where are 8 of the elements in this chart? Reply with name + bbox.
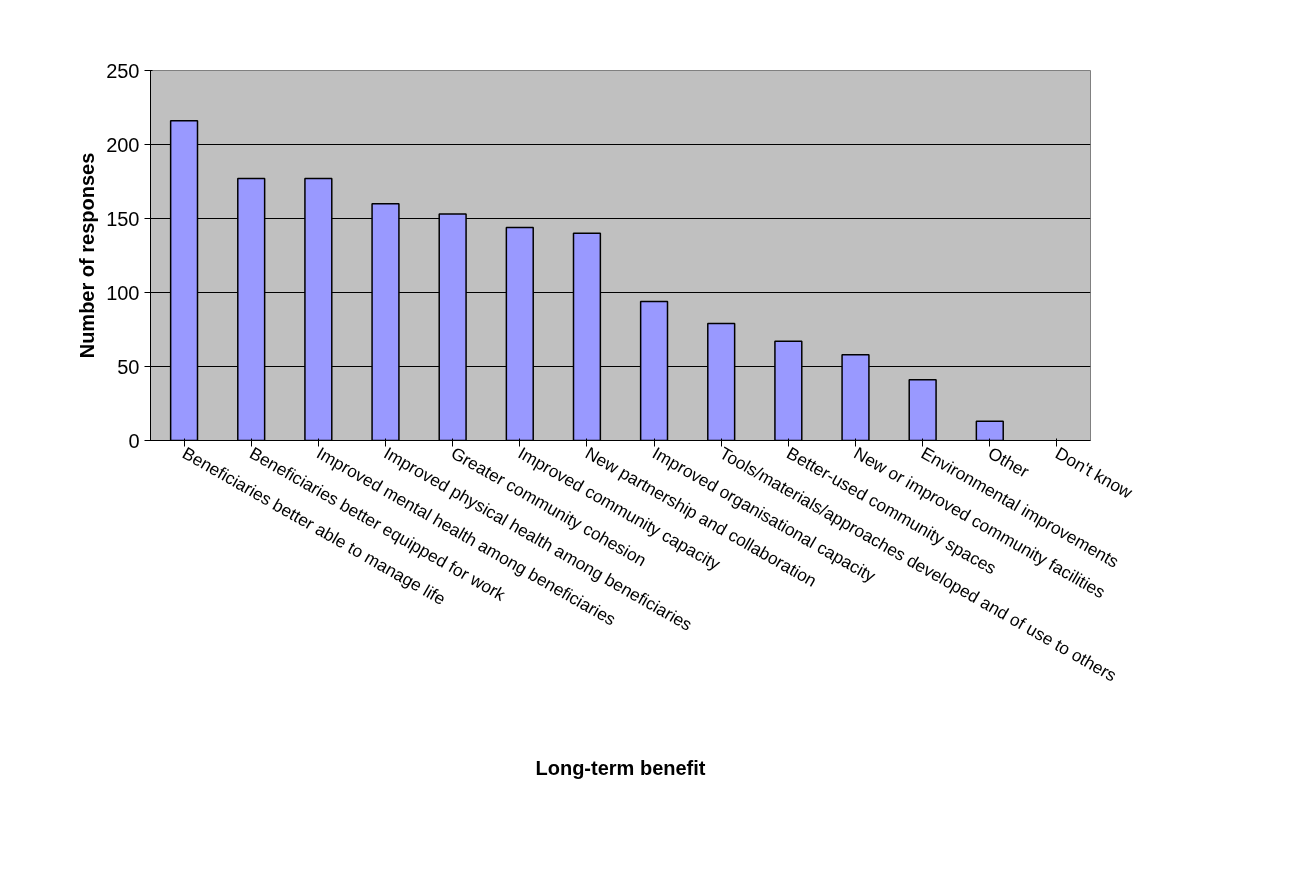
y-tick-label: 250 [106,59,140,82]
x-axis-title: Long-term benefit [535,757,706,780]
y-tick-label: 150 [106,207,140,230]
y-axis-title: Number of responses [76,152,99,359]
y-tick-label: 100 [106,281,140,304]
y-tick-label: 0 [128,429,140,452]
y-tick-label: 50 [117,355,140,378]
y-tick-label: 200 [106,133,140,156]
